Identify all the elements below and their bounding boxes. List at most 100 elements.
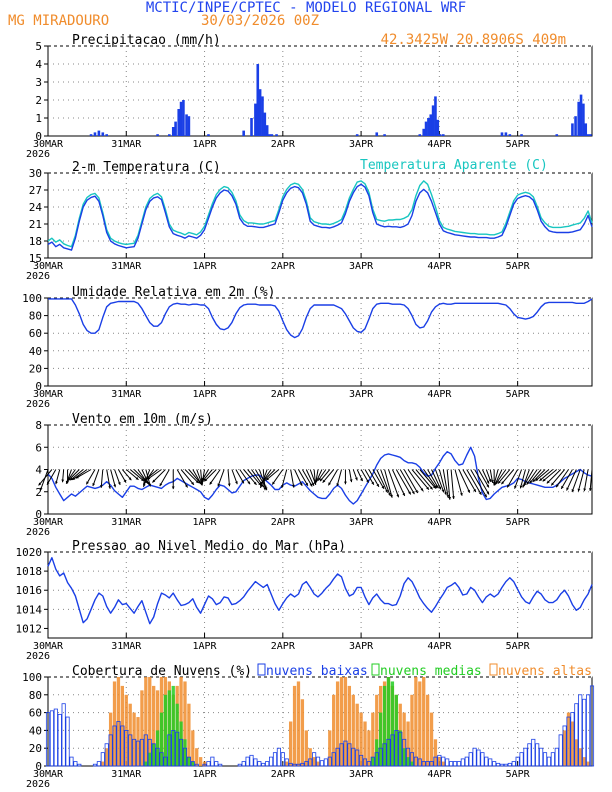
cloud-bar-nuvens-baixas [159, 752, 164, 767]
cloud-bar-nuvens-baixas [253, 758, 258, 767]
wind-speed-line [47, 446, 593, 505]
cloud-bar-nuvens-medias [179, 721, 183, 766]
wind-arrow [201, 469, 206, 484]
wind-arrow-shaft [239, 469, 251, 485]
wind-arrow-head [588, 488, 592, 492]
precip-x-tick-label: 31MAR [111, 139, 142, 150]
wind-arrow [478, 469, 490, 488]
cloud-bar-nuvens-baixas [206, 761, 211, 767]
cloud-bar-nuvens-baixas [104, 743, 109, 767]
cloud-bar-nuvens-baixas [57, 713, 62, 767]
precip-y-tick-label: 3 [35, 76, 42, 89]
wind-arrow-shaft [92, 469, 100, 487]
cloud-bar-nuvens-altas [441, 761, 445, 766]
cloud-bar-nuvens-medias [148, 752, 152, 766]
cloud-bar-nuvens-altas [410, 694, 414, 766]
wind-arrow [423, 469, 438, 489]
cloud-bar-nuvens-baixas [578, 694, 583, 767]
precip-bar [275, 134, 278, 136]
wind-arrow [407, 469, 424, 492]
cloud-bar-nuvens-altas [339, 677, 344, 766]
precip-bar [438, 134, 442, 136]
wind-arrow [352, 469, 358, 481]
cloud-bar-nuvens-baixas [496, 762, 501, 767]
cloud-bar-nuvens-baixas [398, 731, 403, 767]
cloud-legend-label: nuvens altas [498, 664, 592, 679]
precip-bar [168, 134, 171, 136]
cloud-bar-nuvens-baixas [339, 743, 344, 767]
wind-arrow-head [260, 484, 263, 488]
cloud-bar-nuvens-baixas [554, 747, 559, 767]
wind-arrow-shaft [466, 469, 482, 496]
wind-arrow [415, 469, 433, 490]
clouds-y-tick-label: 0 [35, 760, 42, 773]
wind-arrow-head [108, 485, 112, 489]
cloud-bar-nuvens-baixas [175, 731, 180, 767]
clouds-x-tick-label: 3APR [349, 769, 374, 780]
wind-x-tick-label: 2APR [271, 517, 296, 528]
wind-arrow-shaft [39, 469, 49, 491]
wind-arrow-head [551, 482, 555, 486]
wind-arrow-shaft [376, 469, 389, 493]
precip-bar [177, 109, 181, 136]
pressure-y-tick-label: 1012 [16, 622, 43, 635]
precip-bar [504, 132, 508, 136]
precip-bar [207, 134, 210, 136]
cloud-bar-nuvens-medias [402, 748, 406, 766]
wind-arrow [583, 469, 589, 492]
cloud-bar-nuvens-baixas [421, 761, 426, 767]
temp-x-tick-label: 2APR [271, 261, 296, 272]
wind-arrow [85, 469, 96, 485]
clouds-y-tick-label: 60 [29, 707, 42, 720]
wind-arrow-head [396, 494, 400, 498]
cloud-bar-nuvens-baixas [488, 758, 493, 767]
wind-arrow [454, 469, 463, 496]
wind-arrow-head [354, 477, 358, 481]
wind-arrow-head [209, 481, 213, 485]
pressure-x-tick-label: 1APR [192, 641, 217, 652]
precip-bar [174, 121, 177, 136]
wind-x-tick-label: 1APR [192, 517, 217, 528]
precip-panel: 0 1 2 3 4 5 30MAR 31MAR 1APR 2APR 3APR 4APR 5APR 2026… [26, 33, 593, 160]
wind-arrow [532, 469, 546, 483]
wind-arrow-head [385, 489, 388, 493]
temp-y-tick-label: 18 [29, 235, 42, 248]
wind-arrow [442, 469, 450, 498]
wind-arrow-shaft [442, 469, 449, 498]
cloud-bar-nuvens-baixas [116, 721, 121, 767]
wind-arrow-head [371, 481, 374, 485]
wind-arrow [298, 469, 309, 487]
wind-x-tick-label: 5APR [506, 517, 531, 528]
wind-arrow-head [441, 489, 445, 493]
cloud-bar-nuvens-altas [195, 748, 199, 766]
wind-arrow-shaft [526, 469, 538, 485]
precip-bar [424, 121, 428, 136]
wind-arrow-head [258, 482, 261, 486]
humidity-y-tick-label: 80 [29, 310, 42, 323]
wind-arrow-head [497, 480, 501, 484]
pressure-panel: 1012 1014 1016 1018 1020 30MAR 31MAR 1APR 2APR 3A… [16, 539, 593, 662]
cloud-bar-nuvens-altas [288, 721, 293, 766]
cloud-bar-nuvens-baixas [386, 738, 391, 767]
cloud-bar-nuvens-baixas [468, 752, 473, 767]
wind-arrow [399, 469, 415, 495]
wind-y-tick-label: 0 [35, 508, 42, 521]
wind-arrow-head [376, 483, 379, 487]
wind-arrow-shaft [583, 469, 589, 492]
humidity-x-tick-label: 31MAR [111, 389, 142, 400]
cloud-bar-nuvens-baixas [245, 756, 250, 767]
wind-arrow-head [514, 485, 517, 489]
cloud-bar-nuvens-altas [152, 685, 156, 766]
cloud-bar-nuvens-baixas [312, 752, 317, 767]
cloud-bar-nuvens-baixas [163, 756, 168, 767]
wind-arrow-shaft [129, 469, 145, 482]
wind-arrow-shaft [427, 469, 439, 489]
wind-arrow-shaft [46, 469, 57, 485]
pressure-y-tick-label: 1016 [16, 584, 43, 597]
wind-arrow-head [507, 484, 510, 488]
wind-arrow [403, 469, 419, 494]
wind-arrow [535, 469, 550, 482]
cloud-bar-nuvens-medias [191, 761, 195, 766]
wind-arrow [92, 469, 100, 487]
wind-arrow-shaft [523, 469, 534, 487]
